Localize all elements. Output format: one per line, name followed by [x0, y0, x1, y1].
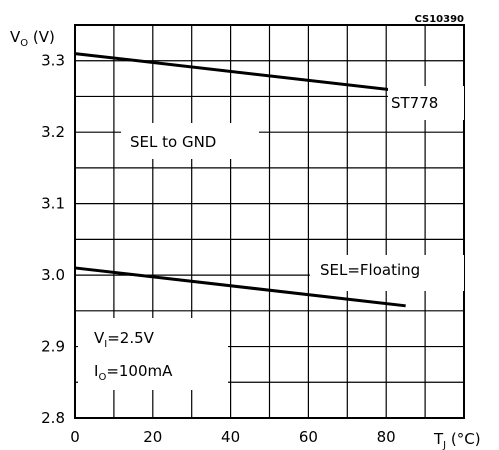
y-tick-label: 2.8 — [41, 409, 65, 427]
x-tick-label: 80 — [377, 428, 396, 446]
x-tick-label: 60 — [299, 428, 318, 446]
series-2-label: SEL=Floating — [320, 261, 420, 279]
y-axis-label: VO (V) — [10, 28, 55, 49]
y-tick-label: 3.3 — [41, 52, 65, 70]
y-tick-label: 3.1 — [41, 195, 65, 213]
chart-code: CS10390 — [414, 14, 464, 25]
device-label: ST778 — [391, 94, 438, 112]
y-tick-label: 3.0 — [41, 266, 65, 284]
y-tick-label: 3.2 — [41, 123, 65, 141]
condition-vi: VI=2.5V — [94, 329, 155, 350]
series-1-label-box: SEL to GND — [121, 123, 259, 159]
y-tick-label: 2.9 — [41, 338, 65, 356]
plot-frame — [74, 24, 465, 419]
series-line-2 — [74, 266, 406, 308]
condition-io: IO=100mA — [94, 362, 173, 383]
device-label-box: ST778 — [388, 86, 464, 120]
series-line-1 — [74, 52, 406, 93]
x-tick-label: 20 — [143, 428, 162, 446]
series-1-label: SEL to GND — [130, 133, 216, 151]
conditions-box: VI=2.5V IO=100mA — [78, 318, 228, 390]
x-axis-label: TJ (°C) — [433, 430, 481, 450]
ticks-layer: 0 20 40 60 80 2.8 2.9 3.0 3.1 3.2 3.3 — [41, 52, 396, 446]
series-layer — [74, 52, 406, 308]
x-tick-label: 0 — [70, 428, 80, 446]
x-tick-label: 40 — [221, 428, 240, 446]
series-2-label-box: SEL=Floating — [310, 255, 464, 291]
